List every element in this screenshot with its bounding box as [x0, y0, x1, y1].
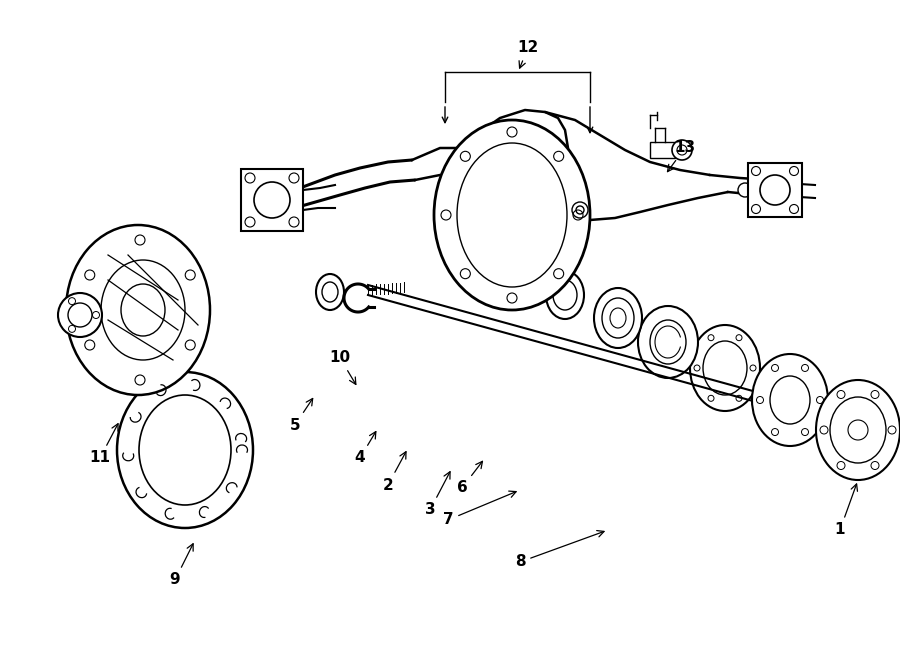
Text: 6: 6 — [456, 461, 482, 496]
Ellipse shape — [117, 372, 253, 528]
Text: 8: 8 — [515, 531, 604, 570]
Ellipse shape — [546, 271, 584, 319]
Ellipse shape — [316, 274, 344, 310]
Text: 3: 3 — [425, 472, 450, 518]
Ellipse shape — [507, 256, 537, 294]
Text: 11: 11 — [89, 424, 118, 465]
Circle shape — [572, 202, 588, 218]
Text: 13: 13 — [668, 141, 696, 172]
Circle shape — [58, 293, 102, 337]
Text: 7: 7 — [443, 491, 516, 527]
Text: 4: 4 — [355, 432, 376, 465]
Ellipse shape — [752, 354, 828, 446]
Ellipse shape — [594, 288, 642, 348]
Ellipse shape — [638, 306, 698, 378]
Text: 5: 5 — [290, 399, 312, 432]
Text: 9: 9 — [170, 544, 194, 588]
Polygon shape — [748, 163, 802, 217]
Text: 2: 2 — [382, 451, 406, 492]
Ellipse shape — [816, 380, 900, 480]
Polygon shape — [650, 142, 675, 158]
Text: 10: 10 — [329, 350, 356, 385]
Ellipse shape — [434, 120, 590, 310]
Text: 1: 1 — [835, 484, 858, 537]
Polygon shape — [241, 169, 303, 231]
Circle shape — [672, 140, 692, 160]
Ellipse shape — [690, 325, 760, 411]
Circle shape — [738, 183, 752, 197]
Ellipse shape — [66, 225, 210, 395]
Text: 12: 12 — [518, 40, 538, 68]
